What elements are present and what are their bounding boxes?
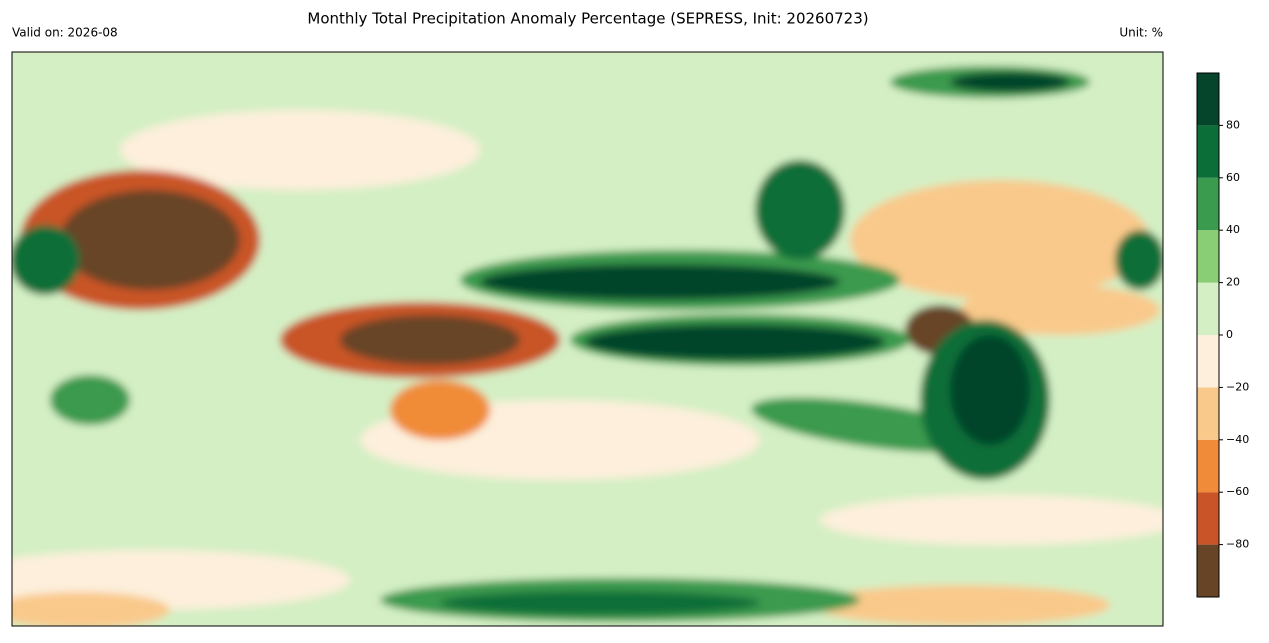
region: [1115, 230, 1163, 290]
colorbar: −80 −60 −40 −20 0 20 40 60 80: [1196, 72, 1249, 598]
region: [12, 225, 80, 295]
colorbar-tick-label: 80: [1226, 118, 1240, 131]
region: [60, 190, 240, 290]
region: [340, 315, 520, 365]
region: [12, 592, 170, 626]
region: [120, 110, 480, 190]
map-frame: [11, 51, 1164, 627]
map-title: Monthly Total Precipitation Anomaly Perc…: [307, 10, 868, 28]
unit-label: Unit: %: [1119, 26, 1163, 40]
colorbar-tick-label: 60: [1226, 171, 1240, 184]
color-level: [1197, 177, 1219, 231]
region: [950, 72, 1070, 92]
region: [755, 160, 845, 260]
colorbar-tick-label: 0: [1226, 328, 1233, 341]
colorbar-tick-label: −40: [1226, 433, 1249, 446]
region: [960, 285, 1160, 335]
color-level: [1197, 73, 1219, 126]
colorbar-tick-label: 40: [1226, 223, 1240, 236]
region: [950, 335, 1030, 445]
color-level: [1197, 439, 1219, 493]
valid-date: Valid on: 2026-08: [12, 26, 118, 40]
region: [585, 324, 885, 360]
colorbar-tick-label: −20: [1226, 380, 1249, 393]
region: [50, 375, 130, 425]
color-level: [1197, 335, 1219, 388]
anomaly-field: [12, 52, 1163, 626]
color-level: [1197, 387, 1219, 440]
region: [850, 180, 1150, 300]
color-level: [1197, 544, 1219, 597]
region: [390, 380, 490, 440]
colorbar-tick-label: −60: [1226, 485, 1249, 498]
color-level: [1197, 125, 1219, 178]
region: [810, 585, 1110, 625]
region: [480, 264, 840, 300]
colorbar-tick-label: −80: [1226, 538, 1249, 551]
region: [820, 495, 1163, 545]
colorbar-tick-label: 20: [1226, 276, 1240, 289]
color-level: [1197, 492, 1219, 545]
color-level: [1197, 230, 1219, 283]
region: [440, 591, 760, 615]
color-level: [1197, 282, 1219, 335]
